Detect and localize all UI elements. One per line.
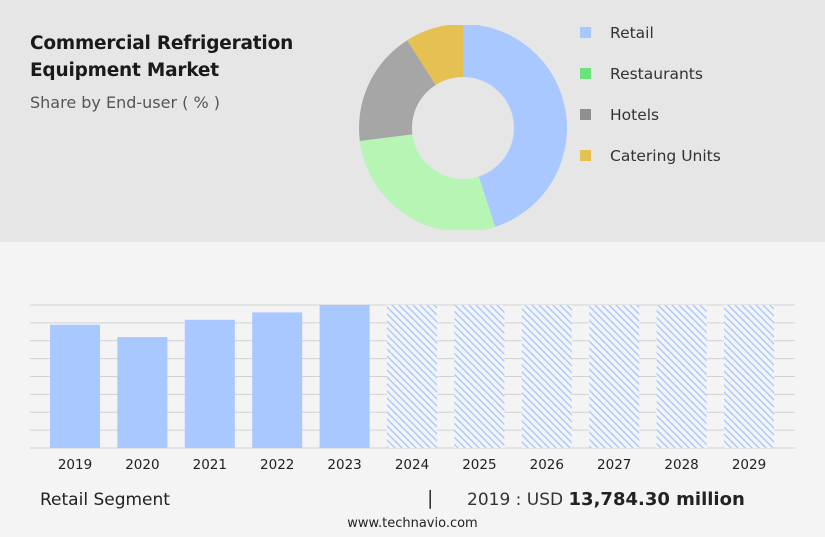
bar-2020 — [117, 337, 168, 448]
x-tick-label: 2021 — [193, 457, 227, 473]
legend-item-restaurants: Restaurants — [580, 53, 721, 94]
legend-swatch-hotels — [580, 109, 591, 120]
legend-item-hotels: Hotels — [580, 94, 721, 135]
x-tick-label: 2020 — [125, 457, 159, 473]
legend-swatch-restaurants — [580, 68, 591, 79]
x-tick-label: 2022 — [260, 457, 294, 473]
segment-value-amount: 13,784.30 million — [568, 489, 745, 510]
legend-label-retail: Retail — [610, 23, 654, 42]
x-tick-label: 2028 — [664, 457, 698, 473]
legend-label-hotels: Hotels — [610, 105, 660, 124]
forecast-bar-2025 — [454, 305, 505, 448]
bar-chart: 2019 2020 2021 2022 2023 2024 2025 2026 2027 2028… — [30, 304, 795, 473]
bar-2022 — [252, 312, 303, 448]
legend-label-restaurants: Restaurants — [610, 64, 703, 83]
segment-value-prefix: 2019 : USD — [467, 490, 569, 510]
bar-2021 — [184, 319, 235, 448]
chart-title: Commercial Refrigeration Equipment Marke… — [30, 33, 294, 81]
legend-swatch-retail — [580, 27, 591, 38]
x-tick-label: 2027 — [597, 457, 631, 473]
source-link[interactable]: www.technavio.com — [347, 516, 478, 531]
bar-2019 — [50, 324, 100, 448]
legend-label-catering-units: Catering Units — [610, 146, 721, 165]
x-tick-label: 2023 — [327, 457, 361, 473]
footer-separator: | — [427, 487, 434, 509]
donut-slice-retail — [463, 25, 567, 227]
legend: Retail Restaurants Hotels Catering Units — [580, 12, 721, 176]
x-tick-label: 2019 — [58, 457, 92, 473]
x-tick-label: 2029 — [732, 457, 766, 473]
segment-label: Retail Segment — [40, 490, 170, 510]
x-tick-label: 2024 — [395, 457, 429, 473]
donut-chart — [359, 25, 567, 230]
legend-swatch-catering-units — [580, 150, 591, 161]
forecast-bar-2029 — [724, 305, 774, 448]
legend-item-catering-units: Catering Units — [580, 135, 721, 176]
forecast-bar-2024 — [387, 305, 437, 448]
forecast-bar-2027 — [589, 305, 640, 448]
x-tick-label: 2025 — [462, 457, 496, 473]
segment-value: 2019 : USD 13,784.30 million — [467, 489, 745, 510]
legend-item-retail: Retail — [580, 12, 721, 53]
forecast-bar-2026 — [521, 305, 572, 448]
donut-slice-hotels — [359, 40, 436, 142]
bar-2023 — [319, 305, 370, 448]
donut-slice-catering-units — [407, 25, 463, 85]
donut-slice-restaurants — [359, 134, 496, 230]
x-tick-label: 2026 — [530, 457, 564, 473]
forecast-bar-2028 — [656, 305, 707, 448]
chart-subtitle: Share by End-user ( % ) — [30, 93, 220, 112]
